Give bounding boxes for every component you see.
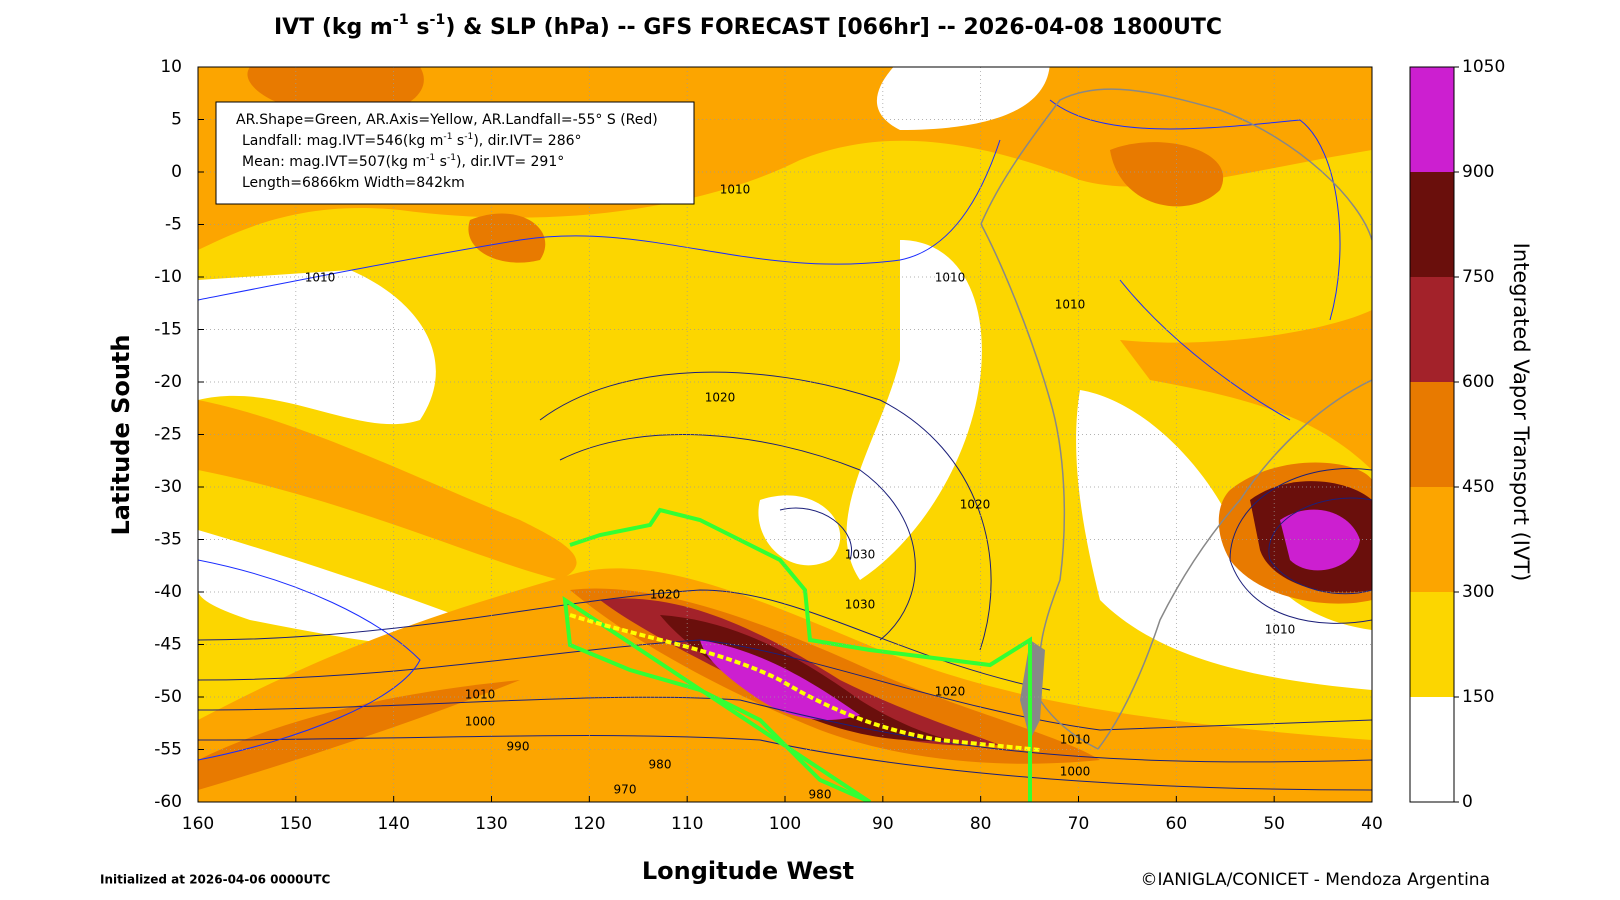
colorbar-segment: [1410, 67, 1454, 172]
text-run: IVT (kg m: [274, 15, 393, 40]
colorbar-tick-label: 600: [1462, 372, 1494, 392]
contour-label: 1010: [305, 271, 336, 285]
contour-label: 980: [649, 758, 672, 772]
x-tick-label: 140: [377, 814, 409, 834]
contour-label: 1020: [960, 498, 991, 512]
y-tick-label: 10: [160, 57, 182, 77]
contour-label: 1030: [845, 548, 876, 562]
colorbar-tick-label: 300: [1462, 582, 1494, 602]
contour-label: 1020: [705, 391, 736, 405]
text-run: ) & SLP (hPa) -- GFS FORECAST [066hr] --…: [445, 15, 1222, 40]
y-tick-label: 0: [171, 162, 182, 182]
info-box: [215, 101, 695, 205]
contour-label: 990: [507, 740, 530, 754]
superscript: -1: [464, 132, 473, 142]
y-tick-label: -10: [154, 267, 182, 287]
x-tick-label: 100: [769, 814, 801, 834]
info-line: Mean: mag.IVT=507(kg m-1 s-1), dir.IVT= …: [242, 153, 564, 171]
plot-frame: [197, 66, 1373, 803]
text-run: s: [452, 133, 464, 149]
y-tick-label: -45: [154, 635, 182, 655]
y-tick-label: -20: [154, 372, 182, 392]
text-run: Landfall: mag.IVT=546(kg m: [242, 133, 443, 149]
colorbar-label: Integrated Vapor Transport (IVT): [1509, 243, 1533, 582]
text-run: Mean: mag.IVT=507(kg m: [242, 154, 426, 170]
info-line: Length=6866km Width=842km: [242, 175, 465, 191]
contour-labels: 1010 1010 1010 1010 1020 1020 1030 1030 1020 1010…: [305, 183, 1296, 802]
x-tick-label: 60: [1166, 814, 1188, 834]
contour-label: 1010: [1265, 623, 1296, 637]
colorbar-tick-label: 0: [1462, 792, 1473, 812]
ivt-field: [198, 67, 1372, 802]
x-tick-label: 80: [970, 814, 992, 834]
contour-label: 970: [614, 783, 637, 797]
contour-label: 1020: [935, 685, 966, 699]
contour-label: 1010: [1055, 298, 1086, 312]
y-tick-label: -5: [165, 215, 182, 235]
colorbar-frame: [1409, 66, 1455, 803]
info-line: Landfall: mag.IVT=546(kg m-1 s-1), dir.I…: [242, 132, 582, 150]
colorbar-tick-label: 1050: [1462, 57, 1505, 77]
superscript: -1: [443, 132, 452, 142]
x-tick-label: 160: [182, 814, 214, 834]
x-tick-label: 130: [475, 814, 507, 834]
title: IVT (kg m-1 s-1) & SLP (hPa) -- GFS FORE…: [274, 12, 1222, 40]
y-tick-label: -30: [154, 477, 182, 497]
y-tick-label: 5: [171, 110, 182, 130]
x-tick-label: 110: [671, 814, 703, 834]
colorbar-segment: [1410, 592, 1454, 697]
colorbar-segment: [1410, 487, 1454, 592]
contour-label: 1020: [650, 588, 681, 602]
text-run: s: [435, 154, 447, 170]
x-tick-label: 50: [1263, 814, 1285, 834]
x-axis-label: Longitude West: [642, 857, 854, 885]
y-axis-label: Latitude South: [107, 335, 135, 536]
y-tick-label: -25: [154, 425, 182, 445]
footer-right: ©IANIGLA/CONICET - Mendoza Argentina: [1141, 870, 1490, 890]
superscript: -1: [426, 153, 435, 163]
y-tick-label: -40: [154, 582, 182, 602]
colorbar-tick-label: 450: [1462, 477, 1494, 497]
contour-label: 1000: [1060, 765, 1091, 779]
colorbar-tick-label: 900: [1462, 162, 1494, 182]
x-tick-label: 120: [573, 814, 605, 834]
contour-label: 980: [809, 788, 832, 802]
y-tick-label: -60: [154, 792, 182, 812]
text-run: ), dir.IVT= 291°: [456, 154, 564, 170]
x-tick-label: 40: [1361, 814, 1383, 834]
text-run: s: [409, 15, 430, 40]
x-tick-label: 70: [1068, 814, 1090, 834]
y-tick-label: -55: [154, 740, 182, 760]
contour-label: 1010: [935, 271, 966, 285]
superscript: -1: [447, 153, 456, 163]
colorbar-tick-label: 150: [1462, 687, 1494, 707]
colorbar-segment: [1410, 697, 1454, 802]
y-tick-label: -50: [154, 687, 182, 707]
axes: 160 150 140 130 120 110 100 90 80 70 60 50 401050-5-…: [154, 57, 1383, 834]
y-tick-label: -35: [154, 530, 182, 550]
colorbar-segment: [1410, 382, 1454, 487]
contour-label: 1010: [720, 183, 751, 197]
colorbar: 0 150 300 450 600 750 900 1050 Integrated Vapor …: [1409, 57, 1533, 812]
superscript: -1: [430, 12, 446, 28]
text-run: ), dir.IVT= 286°: [473, 133, 581, 149]
contour-label: 1030: [845, 598, 876, 612]
contour-label: 1000: [465, 715, 496, 729]
footer-left: Initialized at 2026-04-06 0000UTC: [100, 873, 330, 887]
info-line: AR.Shape=Green, AR.Axis=Yellow, AR.Landf…: [236, 112, 658, 128]
y-tick-label: -15: [154, 320, 182, 340]
info-text: AR.Shape=Green, AR.Axis=Yellow, AR.Landf…: [236, 112, 658, 191]
contour-label: 1010: [1060, 733, 1091, 747]
x-tick-label: 90: [872, 814, 894, 834]
colorbar-tick-label: 750: [1462, 267, 1494, 287]
colorbar-segment: [1410, 277, 1454, 382]
contour-label: 1010: [465, 688, 496, 702]
text-run: AR.Shape=Green, AR.Axis=Yellow, AR.Landf…: [236, 112, 658, 128]
x-tick-label: 150: [280, 814, 312, 834]
colorbar-segment: [1410, 172, 1454, 277]
text-run: Length=6866km Width=842km: [242, 175, 465, 191]
superscript: -1: [393, 12, 409, 28]
